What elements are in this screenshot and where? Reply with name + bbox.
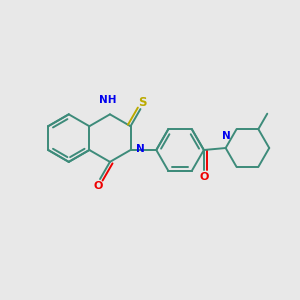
Text: S: S bbox=[138, 96, 147, 109]
Text: N: N bbox=[136, 144, 145, 154]
Text: N: N bbox=[222, 131, 231, 141]
Text: O: O bbox=[199, 172, 208, 182]
Text: NH: NH bbox=[99, 95, 117, 105]
Text: O: O bbox=[93, 181, 103, 191]
